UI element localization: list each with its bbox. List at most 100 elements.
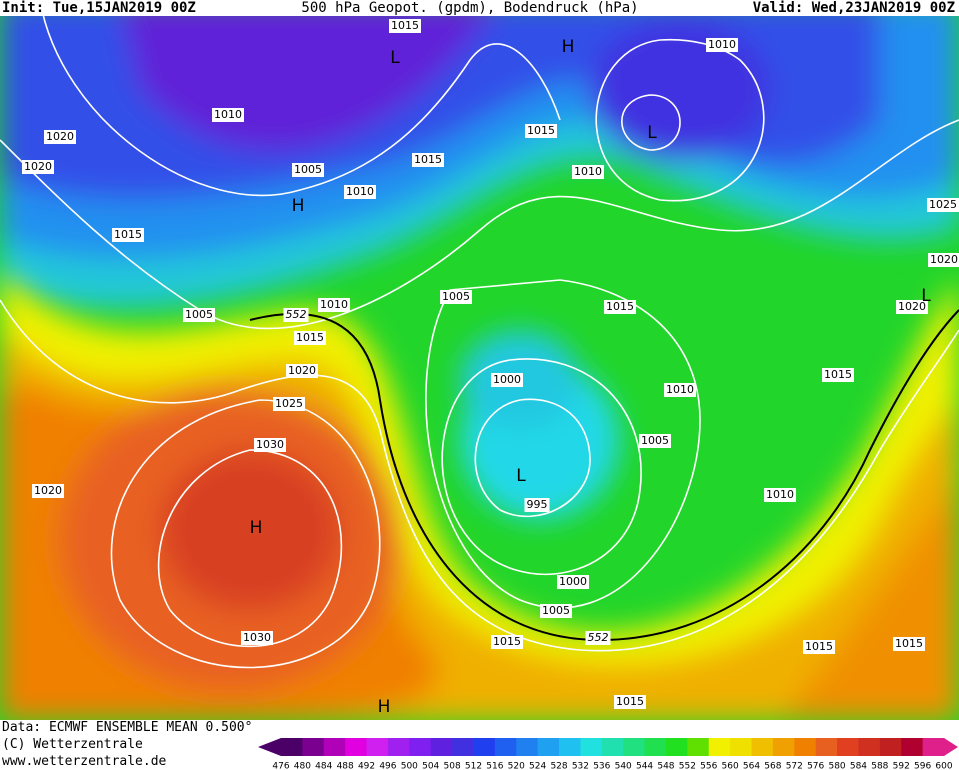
isobar-label: 1030 xyxy=(256,438,284,451)
isobar-label: 1015 xyxy=(296,331,324,344)
isobar-label-bg xyxy=(286,364,318,378)
colorbar-swatch xyxy=(837,738,859,756)
isobar-label-bg xyxy=(241,631,273,645)
colorbar-label: 544 xyxy=(636,762,653,770)
isobar-label-bg xyxy=(557,575,589,589)
isobar-label: 1005 xyxy=(542,604,570,617)
colorbar-label: 580 xyxy=(828,762,845,770)
colorbar-label: 512 xyxy=(465,762,482,770)
colorbar-swatch xyxy=(879,738,902,756)
colorbar-label: 504 xyxy=(422,762,439,770)
colorbar-swatch xyxy=(922,738,945,756)
height-label: 552 xyxy=(286,308,307,321)
isobar-label-bg xyxy=(32,484,64,498)
isobar-label: 1015 xyxy=(895,637,923,650)
pressure-center: H xyxy=(378,697,391,717)
isobar-label-bg xyxy=(664,383,696,397)
isobar-label-bg xyxy=(525,124,557,138)
isobar-label-bg xyxy=(183,308,215,322)
isobar-label: 1025 xyxy=(929,198,957,211)
colorbar-label: 600 xyxy=(935,762,952,770)
colorbar-swatch xyxy=(473,738,496,756)
colorbar-label: 536 xyxy=(593,762,610,770)
pressure-center: L xyxy=(516,466,526,486)
copyright: (C) Wetterzentrale xyxy=(2,737,143,752)
isobar-label-bg xyxy=(572,165,604,179)
colorbar-label: 508 xyxy=(444,762,461,770)
isobar-label: 1020 xyxy=(46,130,74,143)
colorbar-swatch xyxy=(623,738,646,756)
isobar-label: 1000 xyxy=(559,575,587,588)
colorbar-end xyxy=(944,738,958,756)
colorbar-label: 532 xyxy=(572,762,589,770)
colorbar-label: 564 xyxy=(743,762,760,770)
isobar-label: 1020 xyxy=(930,253,958,266)
colorbar-swatch xyxy=(537,738,560,756)
valid-time: Valid: Wed,23JAN2019 00Z xyxy=(753,0,955,16)
isobar-label: 1010 xyxy=(320,298,348,311)
isobar-label: 1015 xyxy=(414,153,442,166)
isobar-label-bg xyxy=(294,331,326,345)
colorbar-swatch xyxy=(644,738,667,756)
colorbar-label: 572 xyxy=(786,762,803,770)
isobar-label-bg xyxy=(22,160,54,174)
colorbar-label: 524 xyxy=(529,762,546,770)
colorbar-label: 488 xyxy=(337,762,354,770)
isobar-label: 1010 xyxy=(214,108,242,121)
colorbar-label: 568 xyxy=(764,762,781,770)
header-bar xyxy=(0,0,959,16)
isobar-label-bg xyxy=(254,438,286,452)
colorbar-label: 592 xyxy=(893,762,910,770)
colorbar-label: 496 xyxy=(379,762,396,770)
isobar-label-bg xyxy=(893,637,925,651)
colorbar-swatch xyxy=(687,738,710,756)
colorbar-label: 560 xyxy=(722,762,739,770)
isobar-label-bg xyxy=(822,368,854,382)
colorbar-swatch xyxy=(516,738,539,756)
isobar-label: 1005 xyxy=(294,163,322,176)
isobar-label: 1025 xyxy=(275,397,303,410)
map-field xyxy=(0,0,959,720)
isobar-label: 1015 xyxy=(527,124,555,137)
pressure-center: H xyxy=(250,518,263,538)
isobar-label: 1010 xyxy=(574,165,602,178)
isobar-label: 1020 xyxy=(24,160,52,173)
isobar-label-bg xyxy=(491,635,523,649)
isobar-label: 1020 xyxy=(898,300,926,313)
isobar-label: 1015 xyxy=(391,19,419,32)
pressure-center: L xyxy=(921,286,931,306)
colorbar-swatch xyxy=(302,738,325,756)
isobar-label-bg xyxy=(44,130,76,144)
colorbar-swatch xyxy=(730,738,753,756)
isobar-label-bg xyxy=(292,163,324,177)
isobar-label-bg xyxy=(604,300,636,314)
colorbar-swatch xyxy=(494,738,517,756)
colorbar-swatch xyxy=(901,738,924,756)
pressure-center: L xyxy=(390,48,400,68)
isobar-label-bg xyxy=(344,185,376,199)
colorbar-label: 520 xyxy=(508,762,525,770)
isobar-label-bg xyxy=(440,290,472,304)
isobar-label-bg xyxy=(927,198,959,212)
isobar-label: 1030 xyxy=(243,631,271,644)
colorbar-swatch xyxy=(665,738,688,756)
data-source: Data: ECMWF ENSEMBLE MEAN 0.500° xyxy=(2,720,252,735)
isobar-label: 1015 xyxy=(616,695,644,708)
isobar-label: 1015 xyxy=(824,368,852,381)
isobar-label-bg xyxy=(524,498,550,512)
isobar-label-bg xyxy=(491,373,523,387)
isobar-label: 1020 xyxy=(288,364,316,377)
colorbar-label: 584 xyxy=(850,762,867,770)
isobar-label: 1010 xyxy=(766,488,794,501)
colorbar-label: 588 xyxy=(871,762,888,770)
isobar-label: 1010 xyxy=(708,38,736,51)
colorbar-swatch xyxy=(452,738,474,756)
colorbar-swatch xyxy=(345,738,368,756)
colorbar-label: 548 xyxy=(657,762,674,770)
isobar-label-bg xyxy=(764,488,796,502)
colorbar-swatch xyxy=(409,738,432,756)
isobar-label: 1015 xyxy=(493,635,521,648)
isobar-label: 1015 xyxy=(114,228,142,241)
isobar-label-bg xyxy=(318,298,350,312)
